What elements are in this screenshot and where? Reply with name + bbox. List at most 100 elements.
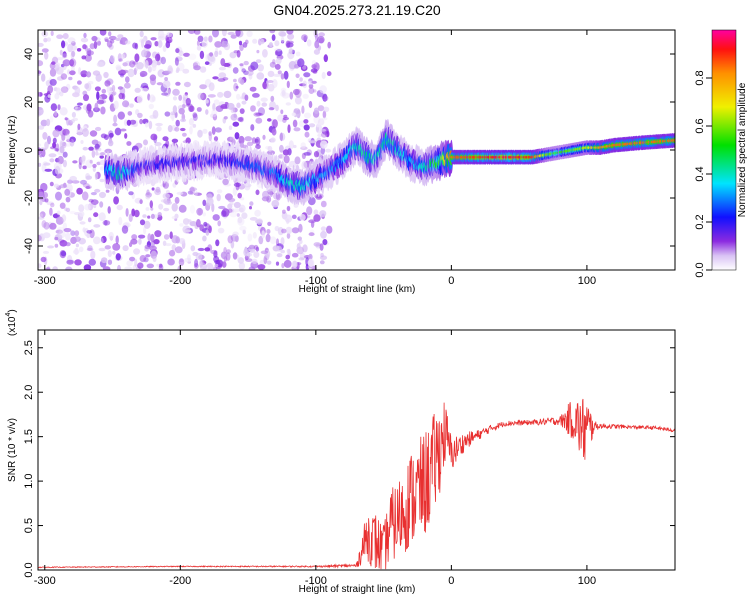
spectrogram-noise-mark	[232, 252, 238, 260]
spectrogram-xtick-label: -300	[34, 275, 56, 287]
spectrogram-noise-mark	[175, 81, 181, 86]
spectrogram-noise-mark	[233, 182, 241, 187]
snr-xtick-label: 100	[578, 575, 596, 587]
spectrogram-noise-mark	[246, 141, 254, 147]
spectrogram-noise-mark	[54, 148, 59, 152]
spectrogram-noise-mark	[87, 80, 94, 85]
spectrogram-noise-mark	[252, 93, 260, 98]
spectrogram-noise-mark	[74, 259, 82, 266]
spectrogram-noise-mark	[48, 153, 57, 158]
spectrogram-noise-mark	[272, 119, 278, 129]
spectrogram-noise-mark	[262, 190, 270, 199]
spectrogram-noise-mark	[322, 110, 327, 119]
spectrogram-noise-mark	[83, 94, 89, 102]
spectrogram-noise-mark	[322, 239, 328, 246]
spectrogram-noise-mark	[116, 204, 123, 211]
spectrogram-noise-mark	[163, 207, 170, 212]
spectrogram-noise-mark	[197, 247, 205, 252]
spectrogram-noise-mark	[89, 130, 98, 137]
spectrogram-noise-mark	[218, 50, 222, 55]
spectrogram-noise-mark	[117, 111, 126, 120]
spectrogram-noise-mark	[115, 37, 121, 42]
spectrogram-noise-mark	[69, 58, 77, 68]
spectrogram-noise-mark	[183, 52, 190, 57]
spectrogram-noise-mark	[192, 113, 198, 121]
spectrogram-noise-mark	[38, 70, 42, 74]
spectrogram-noise-mark	[308, 140, 317, 144]
spectrogram-noise-mark	[61, 40, 66, 49]
spectrogram-noise-mark	[47, 94, 51, 98]
spectrogram-noise-mark	[212, 113, 218, 121]
spectrogram-noise-mark	[285, 102, 291, 106]
spectrogram-noise-mark	[236, 50, 241, 58]
spectrogram-xtick-label: -200	[169, 275, 191, 287]
spectrogram-noise-mark	[78, 204, 85, 213]
spectrogram-noise-mark	[156, 82, 164, 86]
spectrogram-noise-mark	[69, 59, 75, 65]
spectrogram-noise-mark	[100, 235, 107, 244]
spectrogram-noise-mark	[252, 232, 257, 239]
spectrogram-noise-mark	[51, 61, 56, 65]
spectrogram-noise-mark	[293, 127, 301, 132]
spectrogram-noise-mark	[157, 69, 165, 78]
spectrogram-noise-mark	[321, 117, 328, 121]
spectrogram-noise-mark	[284, 214, 293, 223]
spectrogram-noise-mark	[129, 119, 137, 125]
spectrogram-noise-mark	[124, 221, 130, 226]
spectrogram-noise-mark	[76, 48, 82, 52]
snr-ytick-label: 2.0	[23, 385, 35, 400]
spectrogram-noise-mark	[126, 260, 133, 267]
spectrogram-noise-mark	[255, 117, 263, 124]
spectrogram-ytick-label: 20	[23, 96, 35, 108]
spectrogram-noise-mark	[107, 259, 113, 265]
spectrogram-noise-mark	[184, 257, 192, 263]
spectrogram-noise-mark	[229, 136, 235, 141]
spectrogram-noise-mark	[271, 199, 280, 208]
spectrogram-noise-mark	[76, 102, 83, 106]
spectrogram-noise-mark	[304, 131, 310, 138]
spectrogram-noise-mark	[72, 160, 78, 164]
spectrogram-noise-mark	[38, 234, 42, 242]
spectrogram-noise-mark	[223, 116, 228, 120]
spectrogram-noise-mark	[144, 122, 149, 128]
spectrogram-noise-mark	[197, 35, 204, 42]
spectrogram-noise-mark	[39, 213, 43, 218]
spectrogram-noise-mark	[180, 118, 187, 123]
spectrogram-noise-mark	[164, 77, 169, 81]
spectrogram-noise-mark	[262, 81, 267, 90]
spectrogram-noise-mark	[65, 232, 71, 241]
spectrogram-noise-mark	[292, 119, 298, 128]
spectrogram-noise-mark	[139, 219, 146, 226]
colorbar-gradient	[711, 29, 737, 271]
spectrogram-noise-mark	[250, 105, 256, 112]
spectrogram-noise-mark	[218, 205, 226, 210]
spectrogram-noise-mark	[84, 203, 91, 211]
spectrogram-noise-mark	[227, 235, 233, 244]
spectrogram-noise-mark	[253, 244, 259, 250]
spectrogram-noise-mark	[214, 41, 223, 48]
spectrogram-noise-mark	[192, 251, 199, 257]
snr-ytick-label: 0.0	[23, 562, 35, 577]
colorbar-tick-label: 0.4	[694, 166, 706, 181]
spectrogram-noise-mark	[65, 207, 71, 213]
spectrogram-noise-mark	[285, 226, 293, 235]
spectrogram-noise-mark	[67, 37, 76, 44]
spectrogram-noise-mark	[107, 130, 114, 139]
spectrogram-noise-mark	[170, 111, 176, 116]
spectrogram-noise-mark	[90, 199, 99, 205]
spectrogram-noise-mark	[74, 230, 80, 237]
colorbar-tick-label: 0.8	[694, 70, 706, 85]
spectrogram-noise-mark	[100, 152, 106, 156]
spectrogram-noise-mark	[187, 30, 196, 34]
spectrogram-noise-mark	[40, 256, 47, 263]
spectrogram-noise-mark	[87, 48, 92, 57]
spectrogram-noise-mark	[43, 37, 48, 43]
spectrogram-noise-mark	[183, 81, 191, 88]
spectrogram-noise-mark	[307, 196, 316, 206]
spectrogram-noise-mark	[279, 144, 284, 153]
spectrogram-noise-mark	[140, 39, 145, 48]
spectrogram-noise-mark	[152, 110, 159, 119]
spectrogram-noise-mark	[129, 256, 136, 262]
spectrogram-noise-mark	[277, 70, 282, 75]
spectrogram-noise-mark	[112, 250, 116, 255]
